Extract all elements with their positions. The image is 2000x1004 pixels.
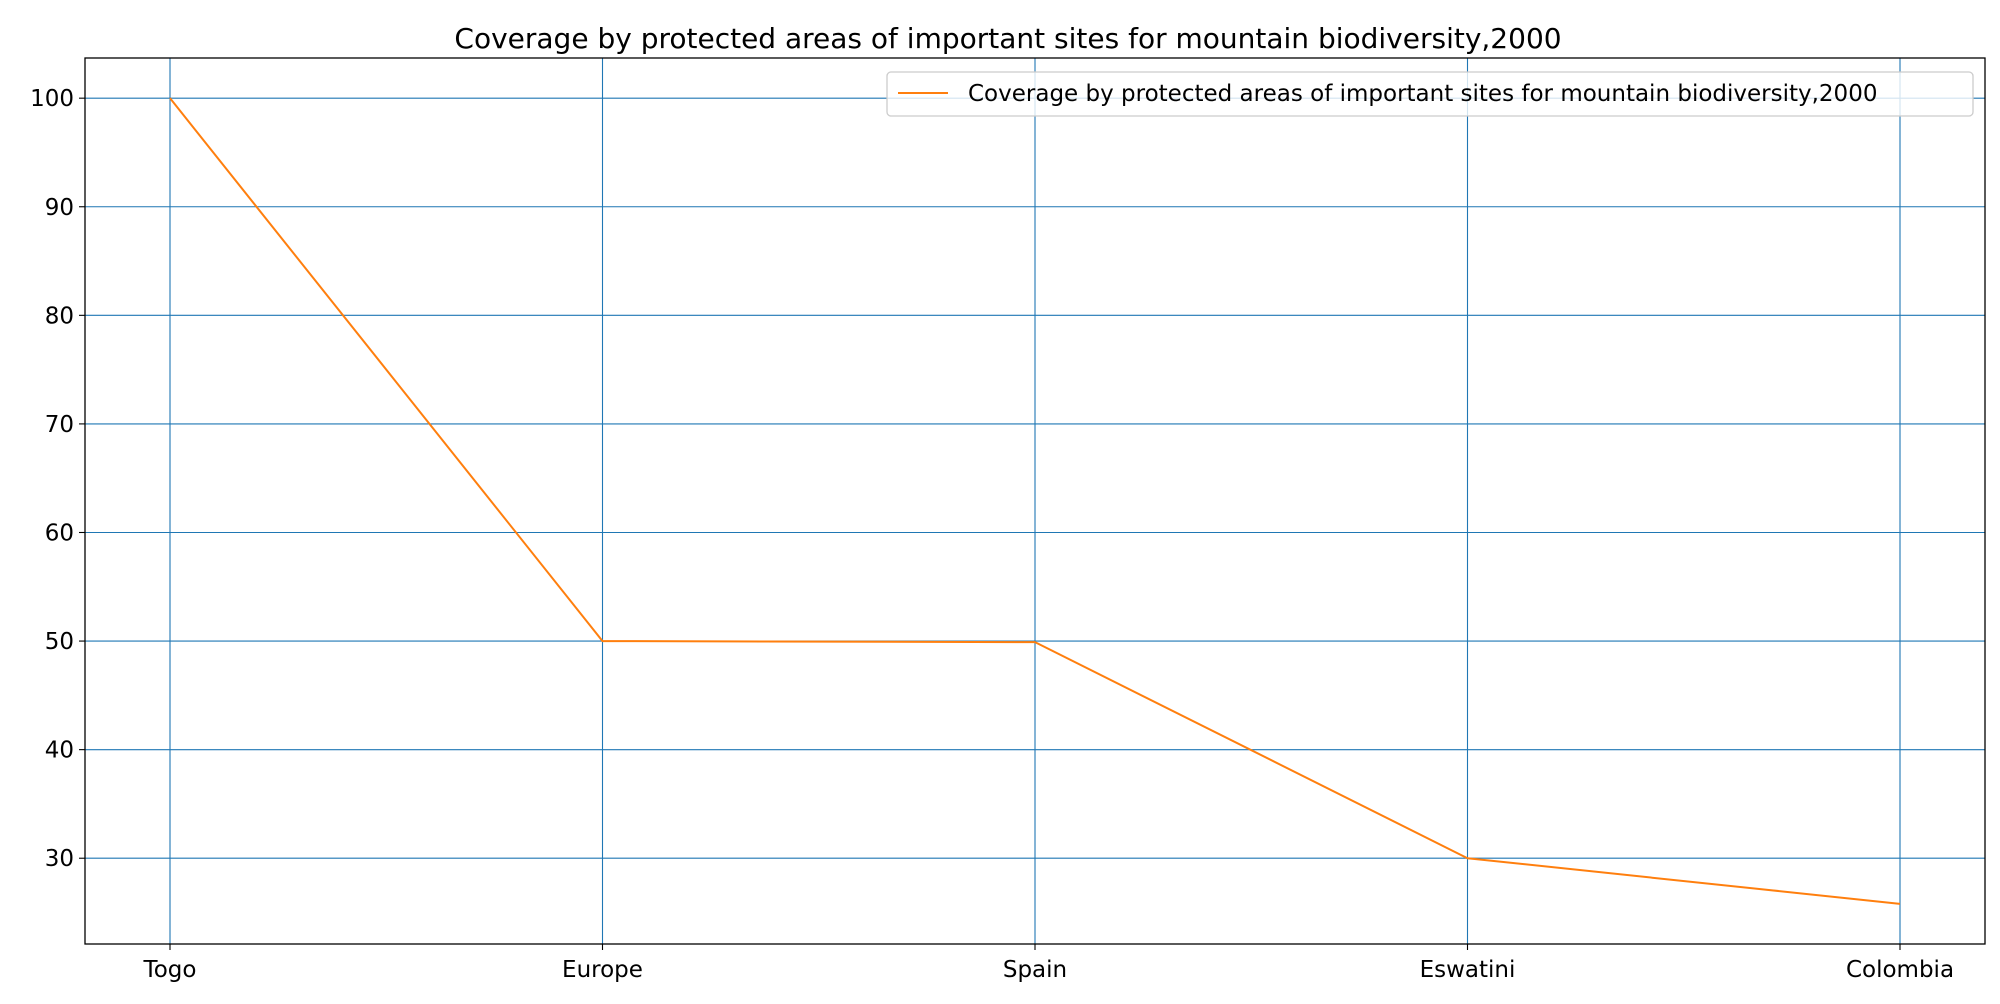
- legend: Coverage by protected areas of important…: [887, 72, 1973, 116]
- x-tick-label: Spain: [1003, 957, 1067, 983]
- chart-title: Coverage by protected areas of important…: [454, 22, 1561, 55]
- x-tick-label: Europe: [562, 957, 643, 983]
- y-tick-label: 60: [45, 520, 74, 546]
- y-tick-label: 90: [45, 195, 74, 221]
- y-tick-label: 50: [45, 629, 74, 655]
- x-tick-label: Colombia: [1846, 957, 1954, 983]
- tick-layer: Togo Europe Spain Eswatini Colombia 30 40 50 60 7…: [30, 86, 1954, 983]
- y-tick-label: 80: [45, 303, 74, 329]
- grid-layer: [85, 58, 1985, 944]
- y-tick-label: 30: [45, 846, 74, 872]
- y-tick-label: 100: [30, 86, 74, 112]
- legend-label: Coverage by protected areas of important…: [968, 81, 1877, 107]
- x-tick-label: Togo: [143, 957, 197, 983]
- y-tick-label: 70: [45, 412, 74, 438]
- y-tick-label: 40: [45, 738, 74, 764]
- x-tick-label: Eswatini: [1420, 957, 1516, 983]
